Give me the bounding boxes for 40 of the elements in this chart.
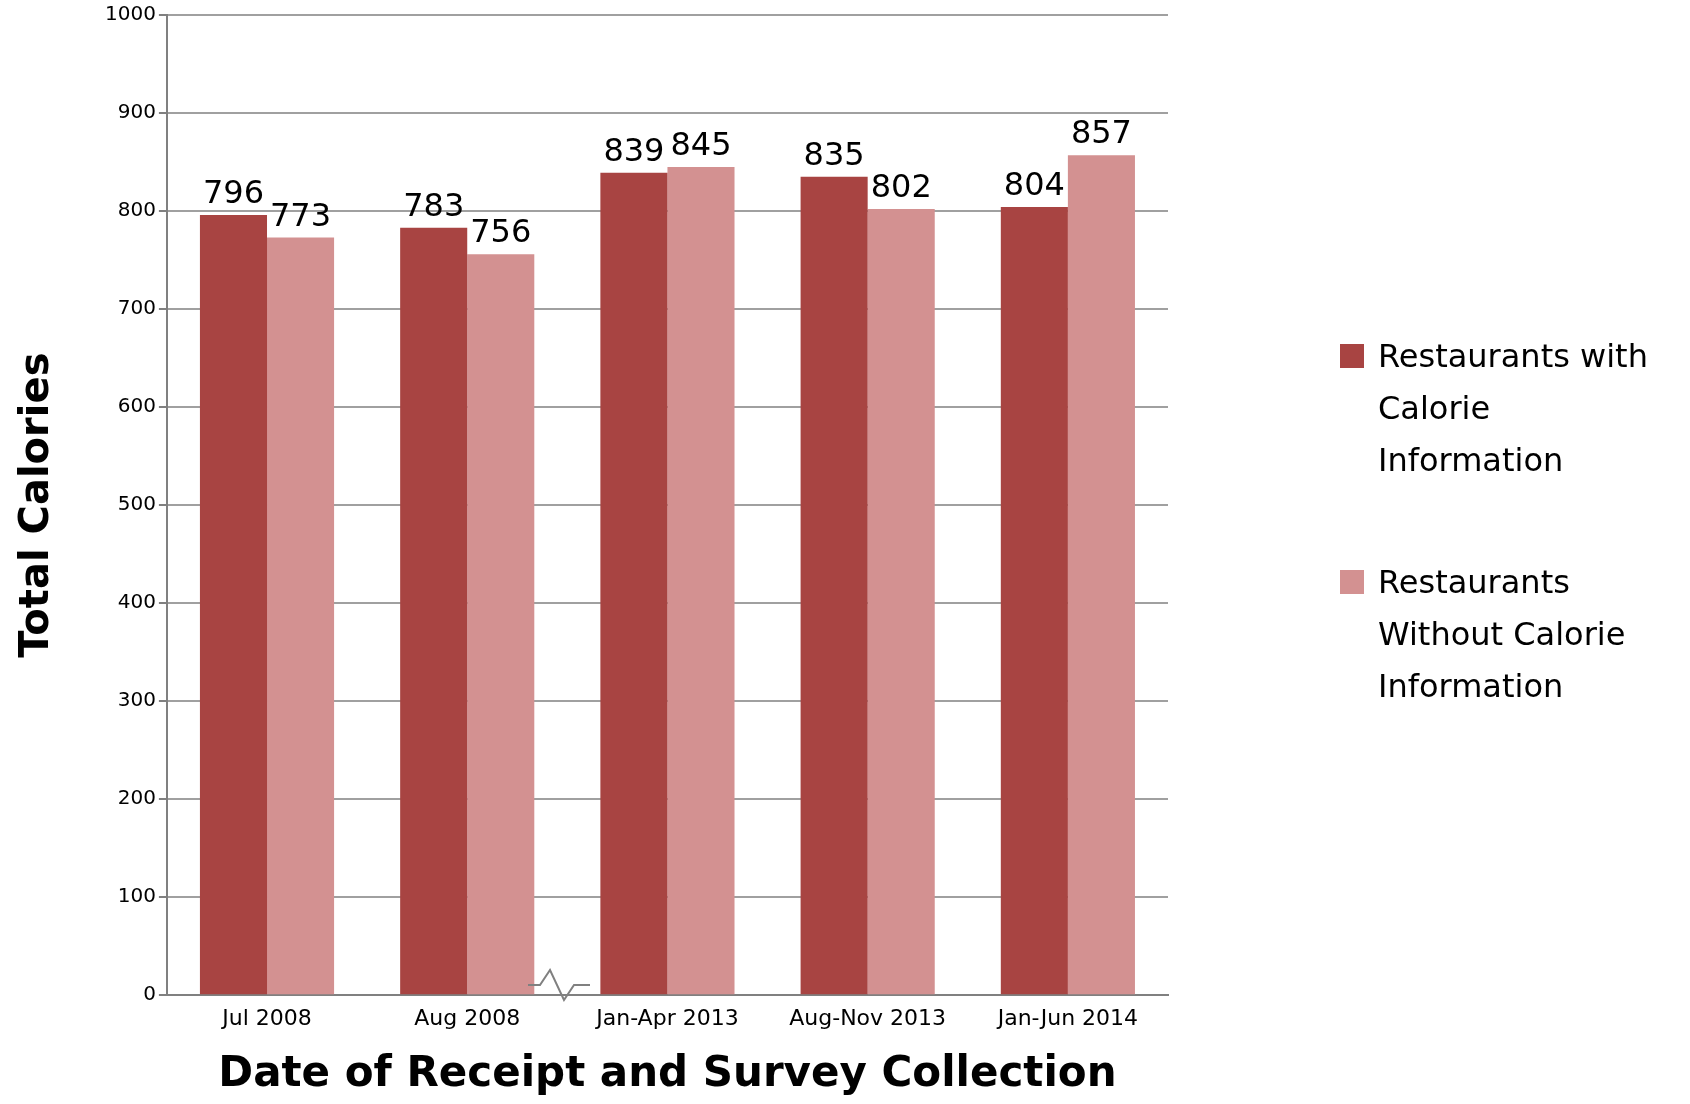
y-tick-label: 500 — [117, 491, 156, 516]
data-label: 796 — [202, 173, 265, 212]
y-tick-label: 900 — [117, 99, 156, 124]
x-axis-title: Date of Receipt and Survey Collection — [218, 1046, 1117, 1096]
bar — [867, 209, 935, 995]
legend-label: Restaurants with Calorie Information — [1378, 336, 1649, 481]
bar — [1000, 207, 1068, 995]
data-label: 857 — [1070, 113, 1132, 152]
y-axis-title: Total Calories — [11, 352, 58, 658]
y-tick-label: 300 — [117, 687, 156, 712]
y-tick-label: 100 — [117, 883, 156, 908]
bar — [467, 254, 535, 995]
bar — [199, 214, 268, 995]
x-tick-label: Jan-Jun 2014 — [995, 1005, 1139, 1031]
data-label: 756 — [470, 212, 532, 251]
y-tick-label: 0 — [143, 981, 156, 1006]
bar — [800, 176, 868, 995]
data-label: 835 — [803, 135, 865, 174]
x-tick-label: Jan-Apr 2013 — [594, 1005, 739, 1031]
x-tick-label: Jul 2008 — [220, 1005, 312, 1031]
data-label: 773 — [270, 195, 332, 234]
data-label: 783 — [403, 186, 465, 225]
bar — [267, 237, 335, 995]
y-tick-label: 600 — [117, 393, 156, 418]
y-tick-label: 700 — [117, 295, 156, 320]
data-label: 839 — [603, 131, 665, 170]
x-tick-label: Aug-Nov 2013 — [789, 1005, 947, 1031]
bar — [1067, 155, 1135, 995]
y-tick-label: 400 — [117, 589, 156, 614]
bar — [667, 166, 735, 995]
bar — [400, 227, 468, 995]
data-label: 845 — [670, 125, 732, 164]
y-tick-label: 1000 — [104, 1, 156, 26]
y-tick-label: 800 — [117, 197, 156, 222]
x-tick-label: Aug 2008 — [414, 1005, 521, 1031]
y-tick-label: 200 — [117, 785, 156, 810]
data-label: 802 — [870, 167, 932, 206]
data-label: 804 — [1003, 165, 1065, 204]
legend-label: Restaurants Without Calorie Information — [1378, 562, 1627, 707]
bar — [600, 172, 668, 995]
